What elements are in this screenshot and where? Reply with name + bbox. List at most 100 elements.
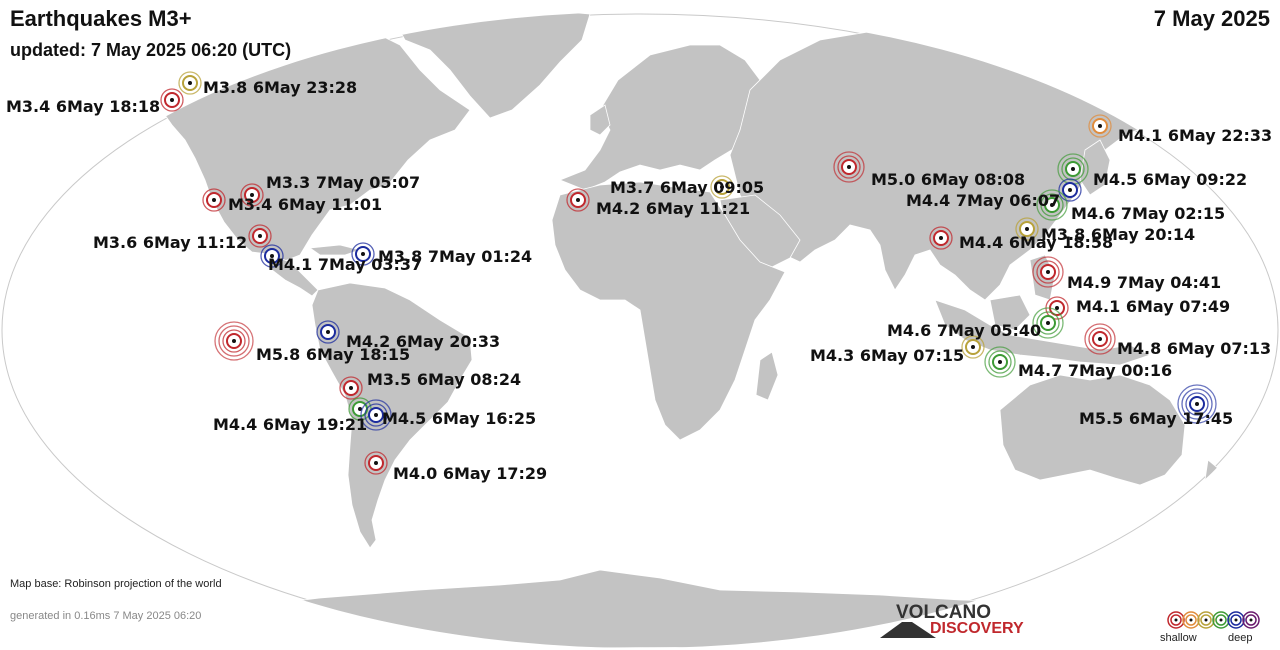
quake-ring — [1036, 260, 1060, 284]
earthquake-label: M4.1 6May 07:49 — [1076, 297, 1230, 316]
earthquake-marker[interactable] — [348, 397, 372, 421]
quake-ring — [222, 329, 246, 353]
quake-ring — [1084, 323, 1116, 355]
quake-ring — [360, 399, 392, 431]
earthquake-label: M4.5 6May 16:25 — [382, 409, 536, 428]
earthquake-marker[interactable] — [1036, 189, 1068, 221]
earthquake-marker[interactable] — [566, 188, 590, 212]
earthquake-label: M3.7 6May 09:05 — [610, 178, 764, 197]
quake-center-dot — [1098, 124, 1102, 128]
earthquake-label: M4.2 6May 20:33 — [346, 332, 500, 351]
updated-time: updated: 7 May 2025 06:20 (UTC) — [10, 40, 292, 60]
quake-center-dot — [188, 81, 192, 85]
legend-dot — [1174, 618, 1178, 622]
earthquake-label: M3.8 6May 23:28 — [203, 78, 357, 97]
earthquake-marker[interactable] — [710, 175, 734, 199]
quake-ring — [837, 155, 861, 179]
quake-center-dot — [1046, 270, 1050, 274]
earthquake-marker[interactable] — [1032, 307, 1064, 339]
legend-dot — [1204, 618, 1208, 622]
africa-landmass — [551, 181, 786, 441]
quake-ring — [1058, 178, 1082, 202]
map-base-note: Map base: Robinson projection of the wor… — [10, 578, 222, 590]
earthquake-label: M4.4 6May 19:21 — [213, 415, 367, 434]
earthquake-marker[interactable] — [1177, 384, 1217, 424]
earthquake-label: M3.8 6May 20:14 — [1041, 225, 1195, 244]
greenland-landmass — [394, 12, 591, 119]
legend-ring — [1200, 614, 1212, 626]
volcano-discovery-logo[interactable]: VOLCANO DISCOVERY — [880, 602, 1030, 642]
madagascar-landmass — [755, 351, 779, 401]
earthquake-marker[interactable] — [961, 335, 985, 359]
quake-ring — [240, 183, 264, 207]
logo-line2: DISCOVERY — [930, 620, 1024, 637]
earthquake-marker[interactable] — [360, 399, 392, 431]
earthquake-markers: M3.4 6May 18:18 M3.8 6May 23:28 M3.3 7May … — [6, 71, 1272, 483]
earthquake-marker[interactable] — [202, 188, 226, 212]
quake-ring — [1040, 193, 1064, 217]
legend-dot — [1189, 618, 1193, 622]
earthquake-marker[interactable] — [316, 320, 340, 344]
legend-ring — [1185, 614, 1197, 626]
earthquake-marker[interactable] — [833, 151, 865, 183]
earthquake-marker[interactable] — [1088, 114, 1112, 138]
earthquake-label: M4.4 7May 06:07 — [906, 191, 1060, 210]
earthquake-marker[interactable] — [984, 346, 1016, 378]
quake-ring — [1088, 114, 1112, 138]
quake-center-dot — [170, 98, 174, 102]
earthquake-marker[interactable] — [160, 88, 184, 112]
earthquake-marker[interactable] — [1058, 178, 1082, 202]
quake-center-dot — [1195, 402, 1199, 406]
legend-ring — [1167, 611, 1185, 629]
earthquake-marker[interactable] — [339, 376, 363, 400]
quake-ring — [1088, 327, 1112, 351]
volcano-icon — [880, 622, 936, 638]
earthquake-label: M4.9 7May 04:41 — [1067, 273, 1221, 292]
earthquake-label: M3.3 7May 05:07 — [266, 173, 420, 192]
earthquake-marker[interactable] — [260, 244, 284, 268]
legend-dot — [1219, 618, 1223, 622]
earthquake-marker[interactable] — [1084, 323, 1116, 355]
earthquake-marker[interactable] — [240, 183, 264, 207]
japan-landmass — [1079, 139, 1111, 196]
earthquake-label: M5.8 6May 18:15 — [256, 345, 410, 364]
earthquake-label: M4.8 6May 07:13 — [1117, 339, 1271, 358]
quake-center-dot — [361, 252, 365, 256]
earthquake-marker[interactable] — [929, 226, 953, 250]
earthquake-marker[interactable] — [351, 242, 375, 266]
earthquake-marker[interactable] — [364, 451, 388, 475]
depth-legend — [1167, 611, 1260, 629]
legend-ring — [1170, 614, 1182, 626]
quake-ring — [316, 320, 340, 344]
central-america-landmass — [267, 253, 319, 297]
quake-ring — [929, 226, 953, 250]
earthquake-label: M4.1 6May 22:33 — [1118, 126, 1272, 145]
legend-deep-label: deep — [1228, 632, 1253, 644]
quake-center-dot — [326, 330, 330, 334]
quake-ring — [214, 321, 254, 361]
earthquake-marker[interactable] — [178, 71, 202, 95]
quake-center-dot — [576, 198, 580, 202]
quake-center-dot — [998, 360, 1002, 364]
earthquake-marker[interactable] — [1015, 217, 1039, 241]
earthquake-label: M5.5 6May 17:45 — [1079, 409, 1233, 428]
quake-center-dot — [212, 198, 216, 202]
legend-ring — [1215, 614, 1227, 626]
quake-ring — [1015, 217, 1039, 241]
quake-ring — [339, 376, 363, 400]
earthquake-label: M3.4 6May 18:18 — [6, 97, 160, 116]
earthquake-label: M4.3 6May 07:15 — [810, 346, 964, 365]
south-america-landmass — [311, 282, 473, 549]
earthquake-marker[interactable] — [214, 321, 254, 361]
quake-center-dot — [250, 193, 254, 197]
quake-ring — [351, 242, 375, 266]
quake-ring — [1177, 384, 1217, 424]
quake-center-dot — [971, 345, 975, 349]
quake-center-dot — [270, 254, 274, 258]
legend-ring — [1212, 611, 1230, 629]
earthquake-label: M4.4 6May 18:58 — [959, 233, 1113, 252]
quake-ring — [988, 350, 1012, 374]
earthquake-marker[interactable] — [1032, 256, 1064, 288]
earthquake-marker[interactable] — [248, 224, 272, 248]
